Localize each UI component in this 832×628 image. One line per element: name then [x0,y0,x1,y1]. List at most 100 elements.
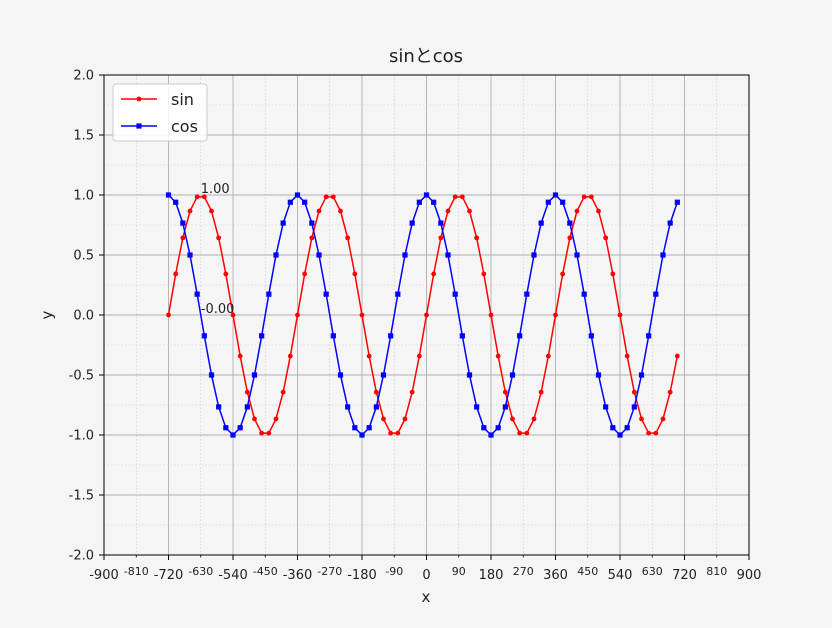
x-major-tick-label: 720 [672,568,697,583]
data-point-sin [510,416,515,422]
x-major-tick-label: 0 [422,568,430,583]
data-annotation: -0.00 [201,302,235,317]
data-point-cos [431,199,437,205]
data-point-cos [488,432,494,438]
data-point-sin [266,430,272,436]
data-point-cos [524,291,530,297]
data-point-sin [610,271,616,277]
data-point-sin [223,271,229,277]
data-point-sin [259,430,265,436]
data-point-sin [194,194,200,200]
x-minor-tick-label: -450 [253,565,278,578]
data-point-cos [244,404,250,410]
legend-marker-sin [136,96,142,102]
data-point-cos [402,252,408,258]
x-major-tick-label: -180 [347,568,377,583]
legend: sin cos [112,83,208,142]
data-point-cos [646,333,652,339]
data-point-sin [538,389,544,395]
data-point-sin [295,312,300,318]
x-minor-tick-label: 630 [642,565,663,578]
data-point-cos [481,425,487,431]
y-tick-label: -1.5 [69,489,94,504]
data-point-sin [402,416,408,422]
data-point-cos [517,333,523,339]
x-major-tick-label: -540 [218,568,248,583]
y-tick-label: 1.5 [73,129,94,144]
legend-label-cos: cos [171,117,198,136]
data-point-sin [395,430,401,436]
data-point-cos [373,404,379,410]
data-point-cos [165,192,172,198]
data-point-sin [352,271,358,277]
data-point-cos [337,372,344,378]
data-point-sin [560,271,566,277]
x-major-tick-label: -900 [89,568,119,583]
data-point-sin [359,312,365,318]
data-point-sin [316,208,322,214]
x-minor-tick-label: 810 [706,565,727,578]
data-point-sin [252,416,257,422]
data-point-sin [653,430,659,436]
data-point-cos [208,372,215,378]
data-point-cos [302,199,308,205]
data-point-sin [216,235,222,241]
data-point-sin [588,194,594,200]
data-point-sin [273,416,279,422]
data-point-sin [180,235,186,241]
data-point-cos [388,333,394,339]
y-tick-label: 0.5 [73,249,94,264]
x-major-tick-label: 180 [479,568,504,583]
data-point-sin [237,353,243,359]
data-point-sin [660,416,666,422]
data-point-sin [639,416,644,422]
legend-marker-cos [136,123,142,129]
data-point-cos [230,432,236,438]
data-point-sin [330,194,336,200]
data-point-cos [345,404,351,410]
data-point-cos [194,291,200,297]
data-point-sin [631,389,637,395]
data-point-cos [216,404,222,410]
data-point-cos [552,192,559,198]
data-point-cos [595,372,602,378]
data-point-cos [316,252,322,258]
data-point-cos [273,252,279,258]
data-point-sin [545,353,551,359]
data-point-sin [338,208,343,214]
data-point-cos [638,372,645,378]
x-major-tick-label: 900 [737,568,762,583]
data-point-cos [294,192,301,198]
data-point-cos [531,252,537,258]
y-tick-label: 1.0 [73,189,94,204]
data-point-cos [309,220,315,226]
data-point-sin [424,312,429,318]
data-point-sin [409,389,415,395]
data-point-sin [553,312,558,318]
data-point-cos [423,192,430,198]
series-line-sin [167,196,679,434]
data-point-sin [567,235,573,241]
y-tick-label: 0.0 [73,309,94,324]
data-point-sin [459,194,465,200]
legend-label-sin: sin [171,90,194,109]
data-point-cos [502,404,508,410]
data-point-cos [560,199,566,205]
data-point-sin [481,271,487,277]
data-point-sin [674,353,680,359]
data-point-sin [596,208,601,214]
chart-title: sinとcos [389,46,463,67]
data-point-sin [495,353,501,359]
data-point-sin [431,271,437,277]
data-point-cos [251,372,258,378]
data-point-sin [166,312,171,318]
data-point-sin [452,194,458,200]
data-point-cos [409,220,415,226]
data-point-sin [209,208,214,214]
data-point-sin [373,389,379,395]
series-line-cos [167,193,679,437]
data-point-sin [287,353,293,359]
data-point-cos [610,425,616,431]
